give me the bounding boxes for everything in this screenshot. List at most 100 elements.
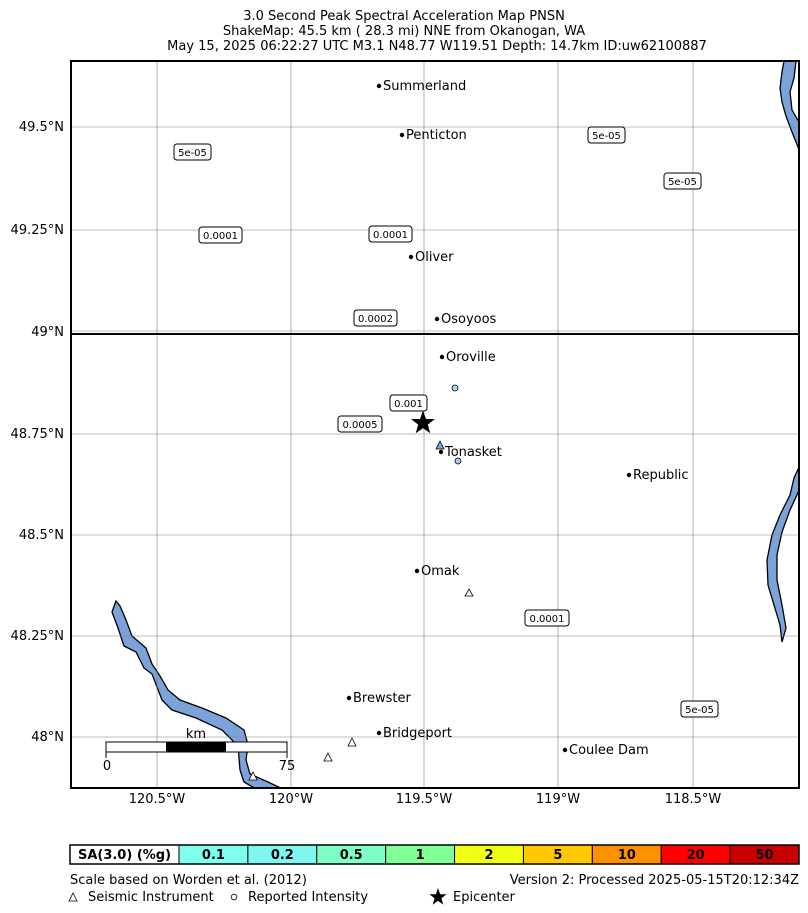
intensity-marker — [451, 384, 459, 392]
key-intensity: Reported Intensity — [248, 890, 368, 905]
svg-text:0.0001: 0.0001 — [530, 614, 565, 625]
svg-text:0.001: 0.001 — [394, 399, 423, 410]
station-marker — [248, 771, 258, 781]
scale-start: 0 — [103, 759, 111, 774]
city-brewster: Brewster — [346, 691, 411, 706]
y-tick-label: 49.25°N — [11, 223, 64, 238]
intensity-marker — [454, 457, 462, 465]
scale-unit: km — [186, 727, 206, 742]
x-tick-label: 118.5°W — [665, 792, 722, 807]
station-marker — [347, 737, 357, 747]
legend-bin-label: 20 — [687, 848, 705, 863]
x-tick-label: 120.5°W — [129, 792, 186, 807]
legend-header: SA(3.0) (%g) — [78, 848, 171, 863]
y-axis: 49.5°N 49.25°N 49°N 48.75°N 48.5°N 48.25… — [11, 120, 64, 745]
city-summerland: Summerland — [376, 79, 466, 94]
city-omak: Omak — [414, 564, 460, 579]
svg-text:Coulee Dam: Coulee Dam — [569, 743, 649, 758]
city-penticton: Penticton — [399, 128, 467, 143]
y-tick-label: 48.25°N — [11, 629, 64, 644]
contour-label: 5e-05 — [663, 172, 702, 190]
y-tick-label: 48.75°N — [11, 427, 64, 442]
city-coulee-dam: Coulee Dam — [562, 743, 649, 758]
svg-text:Brewster: Brewster — [353, 691, 411, 706]
legend-bin-label: 1 — [416, 848, 425, 863]
key-epicenter: Epicenter — [453, 890, 516, 905]
legend-bin-label: 10 — [618, 848, 636, 863]
circle-icon — [230, 893, 238, 901]
map-title: 3.0 Second Peak Spectral Acceleration Ma… — [243, 9, 565, 24]
star-icon — [429, 888, 447, 905]
intensity-legend: SA(3.0) (%g) 0.1 0.2 0.5 1 2 5 10 20 50 — [69, 844, 800, 865]
city-republic: Republic — [626, 468, 689, 483]
graticule — [71, 61, 799, 788]
svg-text:Republic: Republic — [633, 468, 689, 483]
lake-northeast — [779, 61, 799, 152]
map-frame — [70, 60, 800, 789]
river-east — [766, 465, 799, 643]
contour-label: 0.0005 — [337, 415, 383, 433]
city-oroville: Oroville — [439, 350, 496, 365]
svg-text:Oroville: Oroville — [446, 350, 496, 365]
y-tick-label: 49°N — [31, 325, 64, 340]
svg-text:5e-05: 5e-05 — [178, 148, 207, 159]
legend-bin-label: 2 — [484, 848, 493, 863]
city-tonasket: Tonasket — [438, 445, 502, 460]
x-tick-label: 119.5°W — [396, 792, 453, 807]
svg-text:5e-05: 5e-05 — [592, 131, 621, 142]
contour-label: 0.0002 — [353, 309, 398, 327]
y-tick-label: 48.5°N — [19, 528, 64, 543]
city-oliver: Oliver — [408, 250, 454, 265]
station-marker — [323, 752, 333, 762]
svg-text:Summerland: Summerland — [383, 79, 466, 94]
stations — [248, 384, 474, 781]
svg-text:Omak: Omak — [421, 564, 460, 579]
svg-text:Osoyoos: Osoyoos — [441, 312, 497, 327]
station-marker — [464, 588, 474, 597]
city-bridgeport: Bridgeport — [376, 726, 452, 741]
epicenter-star-icon — [411, 410, 435, 434]
contour-label: 5e-05 — [173, 143, 212, 161]
svg-text:Penticton: Penticton — [406, 128, 467, 143]
key-instrument: Seismic Instrument — [88, 890, 214, 905]
svg-text:5e-05: 5e-05 — [685, 705, 714, 716]
scale-bar: km 0 75 — [103, 727, 295, 774]
map-subtitle: ShakeMap: 45.5 km ( 28.3 mi) NNE from Ok… — [223, 24, 585, 39]
svg-text:5e-05: 5e-05 — [668, 177, 697, 188]
svg-text:0.0001: 0.0001 — [203, 231, 238, 242]
columbia-river — [111, 599, 283, 788]
triangle-icon — [68, 892, 78, 902]
contour-label: 5e-05 — [587, 126, 626, 144]
map-area: Summerland Penticton Oliver Osoyoos Orov… — [71, 61, 799, 788]
contour-labels: 5e-05 5e-05 5e-05 0.0001 0.0001 0.0002 — [173, 126, 719, 718]
contour-label: 0.0001 — [198, 226, 243, 244]
event-info: May 15, 2025 06:22:27 UTC M3.1 N48.77 W1… — [167, 39, 707, 54]
station-marker — [435, 440, 445, 450]
x-tick-label: 119°W — [536, 792, 580, 807]
svg-text:0.0001: 0.0001 — [373, 230, 408, 241]
contour-label: 0.0001 — [524, 609, 570, 627]
x-tick-label: 120°W — [269, 792, 313, 807]
svg-text:Oliver: Oliver — [415, 250, 454, 265]
legend-bin-label: 50 — [756, 848, 774, 863]
legend-bin-label: 0.2 — [271, 848, 294, 863]
x-axis: 120.5°W 120°W 119.5°W 119°W 118.5°W — [129, 792, 722, 807]
contour-label: 5e-05 — [680, 700, 719, 718]
scale-note: Scale based on Worden et al. (2012) — [70, 873, 307, 888]
city-osoyoos: Osoyoos — [434, 312, 497, 327]
svg-text:Bridgeport: Bridgeport — [383, 726, 452, 741]
legend-bin-label: 0.5 — [340, 848, 363, 863]
y-tick-label: 48°N — [31, 730, 64, 745]
y-tick-label: 49.5°N — [19, 120, 64, 135]
contour-label: 0.001 — [389, 394, 428, 412]
legend-bin-label: 0.1 — [202, 848, 225, 863]
version-info: Version 2: Processed 2025-05-15T20:12:34… — [510, 873, 799, 888]
svg-text:0.0005: 0.0005 — [343, 420, 378, 431]
legend-bin-label: 5 — [553, 848, 562, 863]
scale-end: 75 — [279, 759, 296, 774]
svg-text:0.0002: 0.0002 — [358, 314, 393, 325]
contour-label: 0.0001 — [368, 225, 413, 243]
city-layer: Summerland Penticton Oliver Osoyoos Orov… — [346, 79, 689, 758]
svg-text:Tonasket: Tonasket — [444, 445, 502, 460]
